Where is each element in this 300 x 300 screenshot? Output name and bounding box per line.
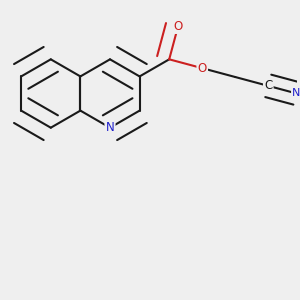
Text: N: N [106, 121, 114, 134]
Text: C: C [264, 80, 272, 92]
Text: O: O [173, 20, 183, 33]
Text: N: N [292, 88, 300, 98]
Text: O: O [198, 62, 207, 75]
